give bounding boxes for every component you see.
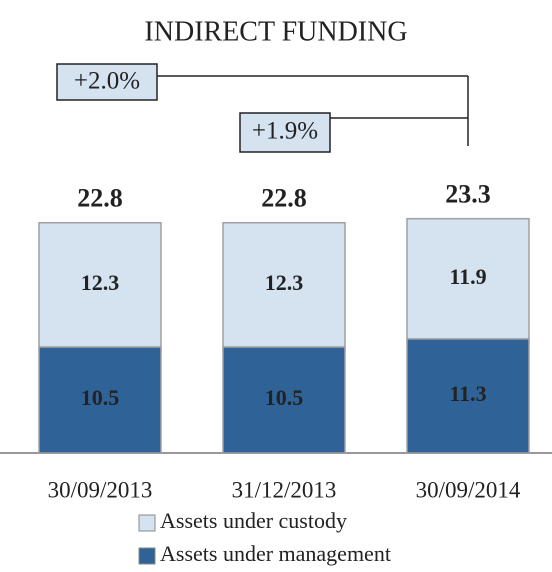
total-label: 22.8 — [77, 184, 123, 213]
bar-segment — [406, 217, 530, 340]
x-tick-label: 30/09/2013 — [48, 477, 153, 502]
bar-segment — [38, 221, 162, 348]
data-label: 11.9 — [449, 264, 486, 289]
annotation-box — [56, 63, 158, 101]
legend-label: Assets under management — [160, 541, 391, 566]
total-label: 22.8 — [261, 184, 307, 213]
data-label: 12.3 — [81, 270, 120, 295]
bar-segment — [222, 221, 346, 348]
legend-swatch — [138, 514, 156, 532]
data-label: 12.3 — [265, 270, 304, 295]
chart-title: INDIRECT FUNDING — [144, 16, 407, 47]
bar-segment — [406, 338, 530, 454]
data-label: 10.5 — [265, 385, 304, 410]
legend-label: Assets under custody — [160, 508, 347, 533]
data-label: 11.3 — [449, 381, 486, 406]
data-label: 10.5 — [81, 385, 120, 410]
annotation: +1.9% — [252, 118, 318, 145]
bar-segment — [38, 346, 162, 454]
x-tick-label: 30/09/2014 — [416, 477, 521, 502]
annotation-box — [239, 112, 331, 153]
annotation: +2.0% — [74, 68, 140, 95]
total-label: 23.3 — [445, 180, 491, 209]
legend-swatch — [138, 547, 156, 565]
bar-segment — [222, 346, 346, 454]
x-tick-label: 31/12/2013 — [232, 477, 337, 502]
